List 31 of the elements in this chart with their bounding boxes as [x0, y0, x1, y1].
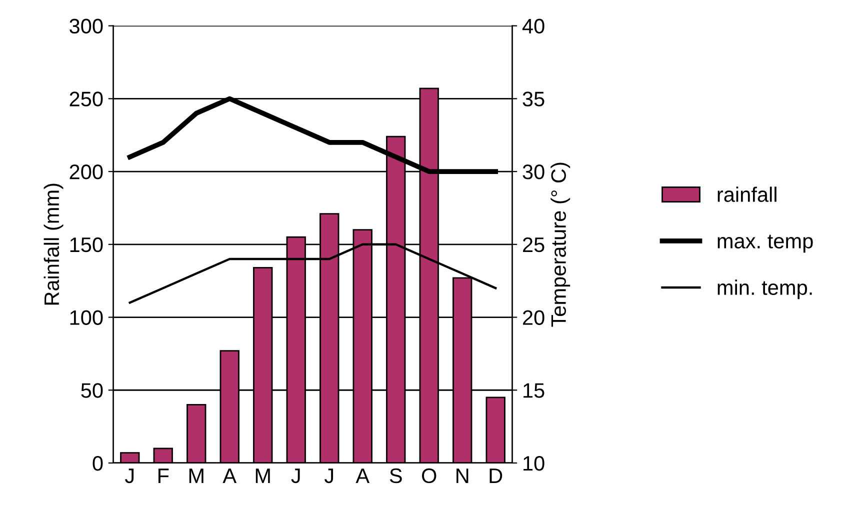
x-tick-label: O	[422, 468, 436, 484]
x-tick-label: M	[189, 468, 204, 483]
legend-label: min. temp.	[718, 280, 812, 300]
y2-tick-label: 35	[522, 92, 544, 106]
y-tick-label: 300	[70, 18, 103, 34]
y2-tick-label: 20	[522, 310, 544, 326]
x-tick-label: D	[490, 468, 502, 483]
x-tick-label: A	[222, 468, 237, 483]
legend-label: max. temp	[718, 234, 813, 253]
x-tick-label: J	[291, 468, 300, 484]
x-tick-label: S	[390, 468, 402, 484]
legend-label: rainfall	[718, 186, 776, 202]
y2-tick-label: 15	[524, 383, 544, 398]
y2-tick-label: 40	[522, 18, 544, 34]
y-tick-label: 50	[81, 383, 103, 398]
y2-tick-label: 30	[522, 164, 544, 180]
y-tick-label: 100	[70, 310, 103, 326]
y2-axis-title: Temperature (° C)	[550, 162, 570, 327]
x-tick-label: J	[324, 468, 334, 484]
y2-tick-label: 10	[524, 456, 544, 471]
x-tick-label: A	[356, 468, 370, 483]
y-tick-label: 0	[92, 456, 103, 471]
x-tick-label: N	[456, 468, 468, 483]
x-tick-label: M	[256, 468, 270, 483]
y-tick-label: 200	[70, 164, 103, 180]
y2-tick-label: 25	[522, 237, 544, 252]
x-tick-label: J	[124, 468, 134, 484]
y-tick-label: 150	[70, 237, 103, 252]
y-tick-label: 250	[70, 92, 103, 106]
y-axis-title: Rainfall (mm)	[44, 184, 64, 305]
x-tick-label: F	[158, 468, 169, 483]
